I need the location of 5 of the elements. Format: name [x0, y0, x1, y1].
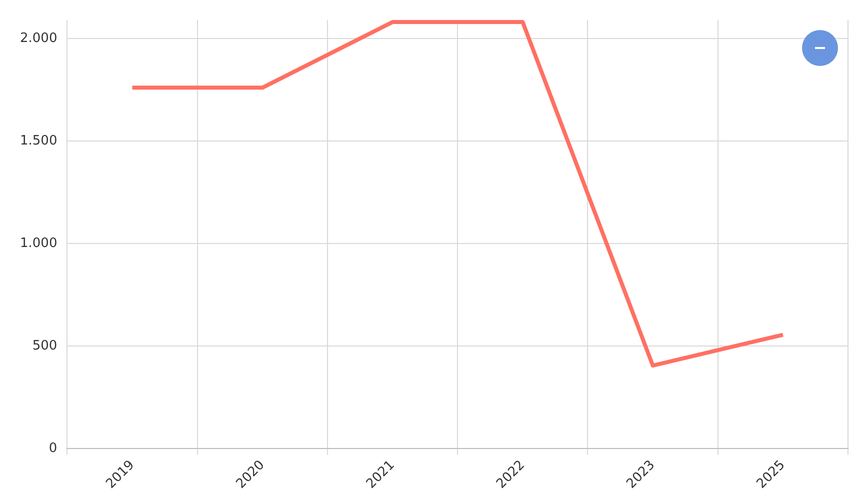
y-tick-label: 0 [48, 440, 58, 456]
y-tick-label: 500 [32, 338, 58, 354]
y-tick-label: 1.000 [20, 236, 58, 251]
y-tick-label: 1.500 [20, 133, 58, 148]
y-tick-label: 2.000 [20, 30, 58, 46]
